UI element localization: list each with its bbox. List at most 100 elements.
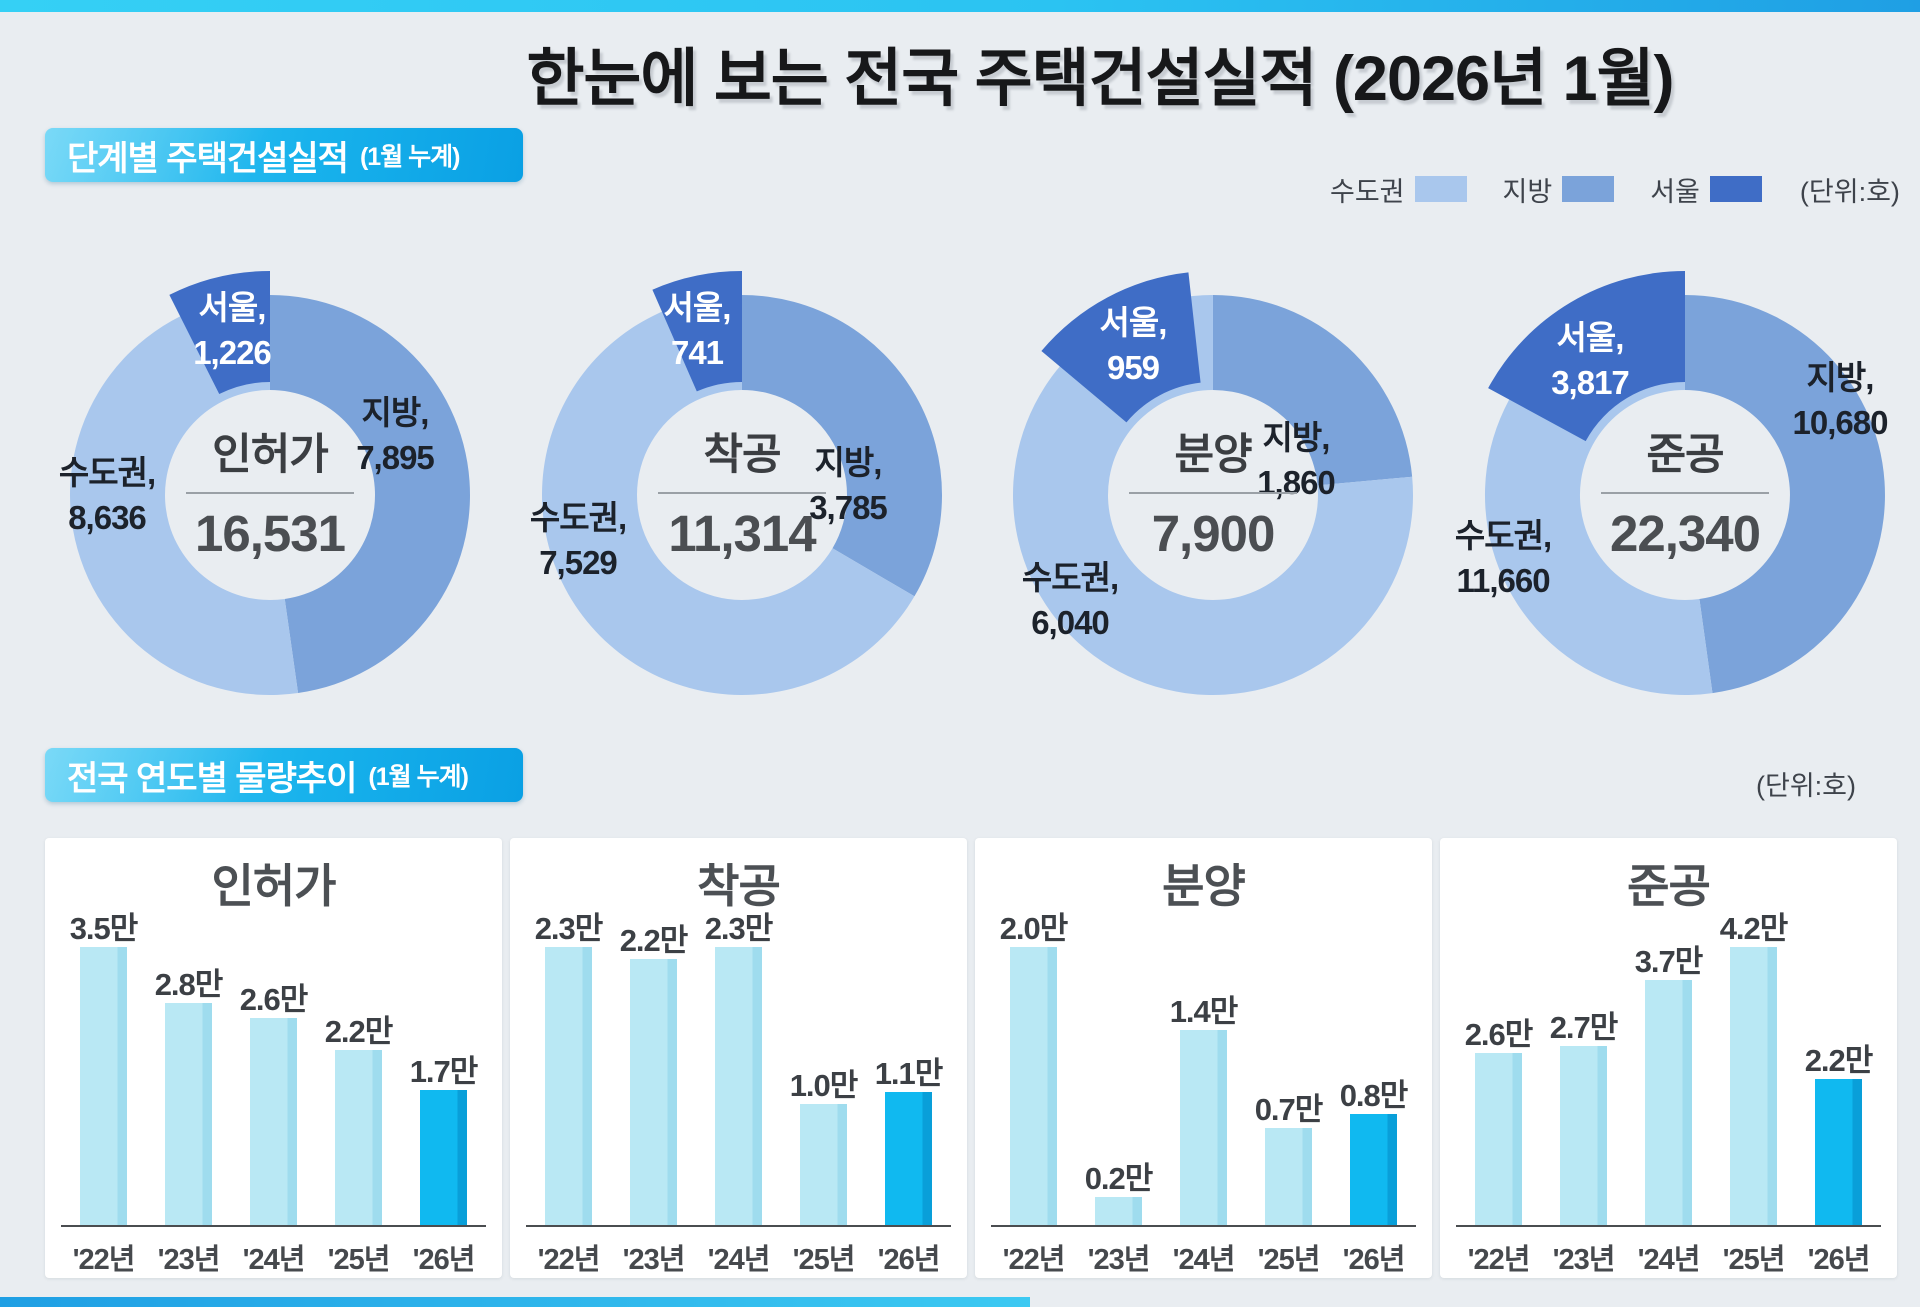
legend-label: 수도권 <box>1330 176 1405 207</box>
bar-value-label: 2.3만 <box>704 911 774 946</box>
donut-divider <box>1129 492 1297 494</box>
bar-value-label: 2.8만 <box>154 967 224 1002</box>
section1-heading: 단계별 주택건설실적 <box>67 139 349 178</box>
donut-total: 7,900 <box>1151 505 1276 562</box>
section2-header-badge: 전국 연도별 물량추이 (1월 누계) <box>45 748 523 802</box>
bar-value-label: 0.8만 <box>1339 1078 1409 1113</box>
legend-swatch <box>1709 176 1762 202</box>
bar-x-label: '24년 <box>1637 1244 1701 1276</box>
bar-x-label: '26년 <box>877 1244 941 1276</box>
donut-jungong: 서울, 3,817 수도권, 11,660 지방, 10,680 준공 22,340 <box>1455 265 1915 725</box>
bar-card-title: 인허가 <box>211 860 337 912</box>
bar-value-label: 1.0만 <box>789 1068 859 1103</box>
donut-label-sudogwon: 수도권, 8,636 <box>58 454 156 536</box>
bar-value-label: 0.7만 <box>1254 1092 1324 1127</box>
donut-overlay-seoul <box>169 271 270 395</box>
bar-x-label: '23년 <box>157 1244 221 1276</box>
donut-slice-jibang <box>270 295 470 694</box>
donut-title: 착공 <box>703 431 781 479</box>
donut-legend: 수도권 지방 서울 (단위:호) <box>1330 172 1900 207</box>
bar <box>1730 947 1777 1225</box>
bar-value-label: 2.0만 <box>999 911 1069 946</box>
bar-x-label: '26년 <box>1807 1244 1871 1276</box>
bar-slot: 2.2만 '25년 <box>316 838 401 1278</box>
bar-x-label: '25년 <box>792 1244 856 1276</box>
donut-overlay-seoul <box>1041 272 1201 423</box>
bar-x-label: '24년 <box>707 1244 771 1276</box>
donut-title: 인허가 <box>212 431 329 479</box>
donut-total: 11,314 <box>668 505 816 562</box>
bar-x-label: '23년 <box>1087 1244 1151 1276</box>
donut-divider <box>186 492 354 494</box>
donut-title: 준공 <box>1646 431 1724 479</box>
donut-slice-jibang <box>742 295 942 597</box>
section1-heading-suffix: (1월 누계) <box>359 143 461 171</box>
bar-x-label: '22년 <box>537 1244 601 1276</box>
bar <box>1095 1197 1142 1225</box>
bar <box>545 947 592 1225</box>
bar-value-label: 2.2만 <box>324 1014 394 1049</box>
donut-total: 22,340 <box>1610 505 1761 562</box>
bar <box>800 1104 847 1225</box>
donut-divider <box>1601 492 1769 494</box>
donut-label-seoul: 서울, 959 <box>1099 304 1168 386</box>
donut-label-seoul: 서울, 741 <box>663 289 732 371</box>
bar-value-label: 2.2만 <box>1804 1043 1874 1078</box>
donut-chart-svg <box>1012 272 1413 695</box>
donut-bunyang: 서울, 959 수도권, 6,040 지방, 1,860 분양 7,900 <box>983 265 1443 725</box>
bar-slot: 2.6만 '22년 <box>1456 838 1541 1278</box>
bar-slot: 2.6만 '24년 <box>231 838 316 1278</box>
donut-chart-svg <box>69 271 470 695</box>
donut-label-jibang: 지방, 3,785 <box>809 444 888 526</box>
bar-value-label: 2.6만 <box>239 982 309 1017</box>
bar-card-chakgong: 착공 2.3만 '22년 2.2만 '23년 2.3만 '24년 1.0만 '25년 1.1만 '… <box>510 838 967 1278</box>
bar-slot: 2.3만 '22년 <box>526 838 611 1278</box>
legend-swatch <box>1562 176 1615 202</box>
bar-card-jungong: 준공 2.6만 '22년 2.7만 '23년 3.7만 '24년 4.2만 '25년 2.2만 '… <box>1440 838 1897 1278</box>
bar-value-label: 2.6만 <box>1464 1017 1534 1052</box>
bar-x-label: '25년 <box>327 1244 391 1276</box>
bar-x-label: '26년 <box>1342 1244 1406 1276</box>
donut-overlay-seoul <box>652 271 742 392</box>
bar-slot: 3.7만 '24년 <box>1626 838 1711 1278</box>
bar-value-label: 2.3만 <box>534 911 604 946</box>
bar-x-label: '24년 <box>242 1244 306 1276</box>
donut-overlay-seoul <box>1488 271 1685 442</box>
bar-current-year <box>1350 1114 1397 1225</box>
bar-card-inheoga: 인허가 3.5만 '22년 2.8만 '23년 2.6만 '24년 2.2만 '25년 1.7만… <box>45 838 502 1278</box>
donut-chart-svg <box>1484 271 1885 695</box>
bar <box>80 947 127 1225</box>
page-title: 한눈에 보는 전국 주택건설실적 (2026년 1월) <box>526 44 1674 114</box>
donut-label-jibang: 지방, 10,680 <box>1792 359 1889 441</box>
bar-x-label: '22년 <box>1002 1244 1066 1276</box>
bar-x-label: '25년 <box>1722 1244 1786 1276</box>
bar <box>630 959 677 1225</box>
bar-slot: 3.5만 '22년 <box>61 838 146 1278</box>
donut-label-jibang: 지방, 7,895 <box>356 394 435 476</box>
bar-value-label: 4.2만 <box>1719 911 1789 946</box>
bar-slot: 1.4만 '24년 <box>1161 838 1246 1278</box>
legend-label: 지방 <box>1502 176 1553 207</box>
bar-slot: 0.7만 '25년 <box>1246 838 1331 1278</box>
bar-value-label: 1.7만 <box>409 1054 479 1089</box>
donut-slice-sudogwon <box>69 295 299 695</box>
bar-slot: 1.7만 '26년 <box>401 838 486 1278</box>
donut-slice-jibang <box>1213 295 1413 486</box>
top-accent-strip <box>0 0 1920 12</box>
bottom-accent-strip <box>0 1297 1030 1307</box>
bar-x-label: '24년 <box>1172 1244 1236 1276</box>
section2-heading-suffix: (1월 누계) <box>368 763 469 791</box>
bar-value-label: 2.2만 <box>619 923 689 958</box>
donut-title: 분양 <box>1174 431 1252 479</box>
bar-slot: 2.3만 '24년 <box>696 838 781 1278</box>
donut-chakgong: 서울, 741 수도권, 7,529 지방, 3,785 착공 11,314 <box>512 265 972 725</box>
bar-slot: 0.2만 '23년 <box>1076 838 1161 1278</box>
bar-value-label: 0.2만 <box>1084 1161 1154 1196</box>
section1-header-badge: 단계별 주택건설실적 (1월 누계) <box>45 128 523 182</box>
legend-swatch <box>1414 176 1467 202</box>
donut-slice-jibang <box>1685 295 1885 694</box>
bar <box>1560 1046 1607 1225</box>
x-axis-line <box>1456 1225 1881 1227</box>
bar-card-bunyang: 분양 2.0만 '22년 0.2만 '23년 1.4만 '24년 0.7만 '25년 0.8만 '… <box>975 838 1432 1278</box>
